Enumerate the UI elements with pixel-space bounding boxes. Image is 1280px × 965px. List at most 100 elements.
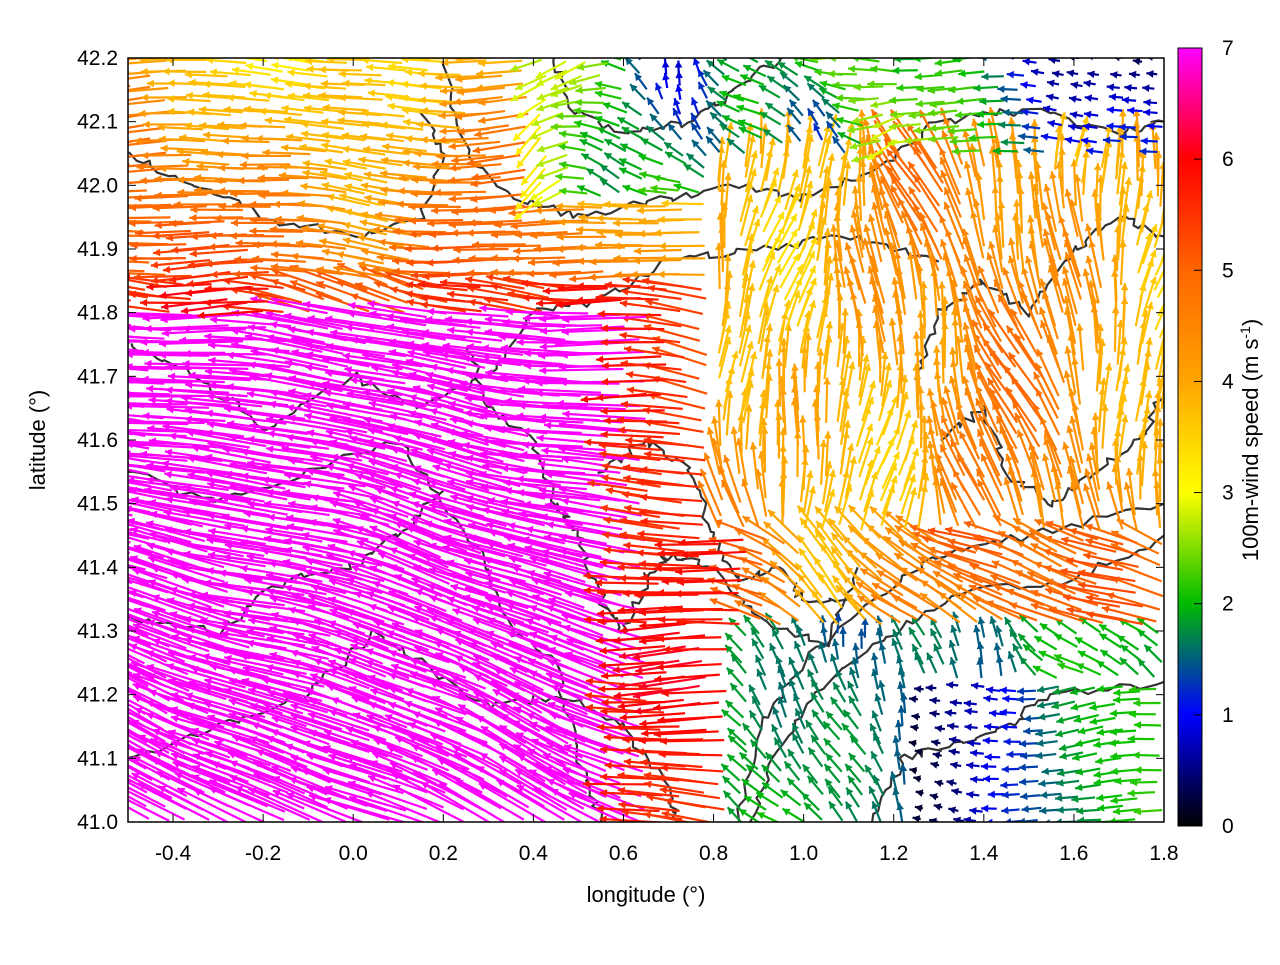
wind-arrow-head: [230, 232, 237, 240]
wind-arrow-head: [209, 232, 216, 240]
wind-arrow-head: [56, 718, 64, 725]
wind-arrow-head: [909, 767, 917, 775]
wind-arrow-head: [210, 271, 217, 279]
wind-arrow-head: [62, 743, 70, 750]
wind-arrow-head: [501, 465, 508, 473]
wind-arrow-head: [50, 388, 58, 395]
wind-arrow-head: [637, 207, 644, 215]
wind-arrow-head: [1028, 172, 1036, 179]
wind-arrow-head: [115, 716, 123, 723]
wind-arrow-head: [913, 775, 921, 782]
wind-arrow-head: [81, 649, 89, 656]
wind-arrow: [870, 214, 881, 262]
wind-arrow-head: [146, 385, 153, 393]
wind-arrow-head: [654, 730, 661, 738]
wind-arrow-head: [596, 356, 603, 364]
wind-arrow: [1009, 467, 1022, 515]
wind-arrow-head: [1043, 819, 1050, 827]
wind-arrow-head: [1038, 780, 1045, 788]
wind-arrow: [130, 244, 186, 245]
wind-arrow-head: [604, 417, 611, 425]
wind-arrow: [640, 577, 703, 578]
wind-arrow-head: [87, 388, 94, 396]
wind-arrow-head: [1134, 766, 1141, 774]
wind-arrow-head: [775, 359, 783, 366]
wind-arrow-head: [343, 237, 351, 244]
wind-arrow-head: [53, 497, 61, 505]
wind-arrow-head: [117, 214, 124, 222]
wind-arrow-head: [60, 655, 68, 662]
wind-arrow-head: [93, 547, 101, 554]
wind-arrow: [519, 325, 602, 326]
wind-arrow-head: [98, 217, 105, 225]
wind-arrow-head: [1066, 425, 1073, 433]
wind-arrow: [1127, 824, 1155, 827]
wind-arrow-head: [88, 285, 96, 293]
wind-arrow-head: [52, 580, 60, 587]
wind-arrow-head: [72, 580, 80, 587]
wind-arrow-head: [1002, 695, 1009, 703]
wind-arrow: [51, 534, 130, 553]
wind-arrow-head: [1017, 687, 1024, 695]
wind-arrow-head: [824, 431, 832, 438]
wind-arrow-head: [984, 723, 991, 731]
wind-arrow-head: [78, 227, 85, 235]
wind-arrow-head: [83, 348, 90, 356]
wind-arrow-head: [422, 273, 429, 281]
wind-arrow: [674, 593, 738, 594]
wind-arrow-head: [233, 270, 240, 278]
wind-arrow: [393, 231, 447, 232]
wind-arrow: [52, 353, 131, 365]
wind-arrow: [110, 496, 189, 513]
wind-arrow-head: [513, 247, 520, 255]
wind-arrow-head: [985, 753, 992, 761]
wind-arrow: [50, 333, 130, 343]
wind-arrow: [615, 727, 679, 728]
wind-arrow: [600, 711, 664, 712]
wind-arrow-head: [204, 299, 211, 307]
wind-arrow-head: [820, 440, 828, 447]
wind-arrow-head: [252, 241, 259, 249]
wind-arrow-head: [107, 481, 115, 489]
wind-arrow: [506, 312, 588, 314]
wind-arrow-head: [81, 408, 88, 416]
wind-arrow-head: [863, 225, 870, 233]
wind-arrow-head: [75, 594, 83, 601]
wind-arrow: [89, 269, 144, 271]
wind-arrow-head: [640, 759, 647, 767]
wind-arrow-head: [1042, 454, 1049, 462]
wind-arrow: [975, 296, 1001, 342]
wind-arrow-head: [1113, 808, 1120, 816]
wind-arrow-head: [1083, 269, 1090, 277]
wind-arrow-head: [830, 224, 838, 231]
wind-arrow-head: [71, 270, 78, 278]
wind-arrow-head: [104, 470, 112, 478]
wind-arrow-head: [54, 694, 62, 701]
wind-arrow-head: [589, 258, 596, 266]
wind-arrow-head: [517, 489, 524, 497]
wind-arrow-head: [57, 614, 65, 621]
wind-arrow-head: [715, 400, 723, 407]
wind-arrow-head: [304, 413, 312, 421]
wind-arrow-head: [1002, 765, 1009, 773]
wind-arrow-head: [674, 590, 681, 598]
wind-arrow-head: [327, 193, 335, 200]
wind-arrow-head: [1110, 728, 1117, 736]
wind-arrow-head: [1077, 817, 1084, 825]
wind-arrow-head: [231, 219, 238, 227]
wind-arrow: [46, 340, 125, 352]
wind-arrow: [1085, 269, 1096, 317]
wind-arrow-head: [589, 273, 596, 281]
wind-arrow-head: [115, 773, 123, 780]
wind-arrow-head: [63, 341, 70, 349]
wind-arrow-head: [51, 522, 59, 529]
wind-arrow-head: [1059, 744, 1067, 751]
wind-arrow: [1160, 317, 1174, 356]
wind-arrow-head: [82, 715, 90, 722]
wind-arrow-head: [577, 257, 584, 265]
wind-arrow-head: [100, 675, 108, 682]
wind-arrow-head: [63, 367, 70, 375]
wind-arrow-head: [102, 730, 110, 737]
wind-arrow: [109, 304, 170, 312]
wind-arrow-head: [1094, 163, 1102, 170]
